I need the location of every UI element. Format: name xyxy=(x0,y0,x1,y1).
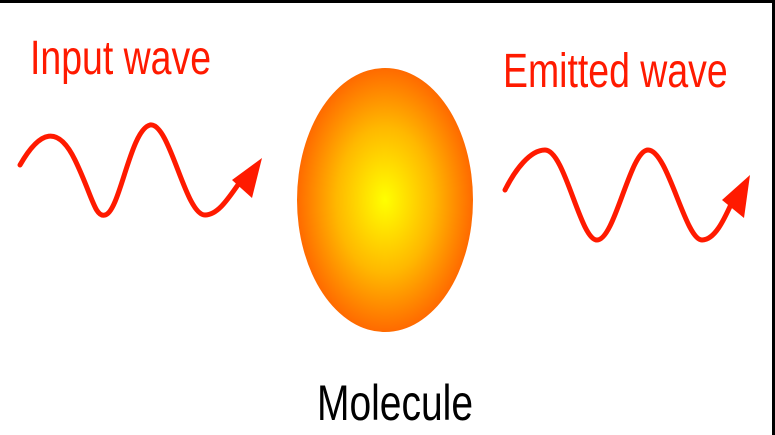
molecule-label: Molecule xyxy=(317,374,473,431)
emitted-label: Emitted wave xyxy=(503,45,728,99)
input-label: Input wave xyxy=(30,32,211,86)
page: Input wave Emitted wave Molecule (() => … xyxy=(0,0,775,435)
molecule xyxy=(297,68,473,332)
diagram: Input wave Emitted wave Molecule xyxy=(0,0,775,435)
